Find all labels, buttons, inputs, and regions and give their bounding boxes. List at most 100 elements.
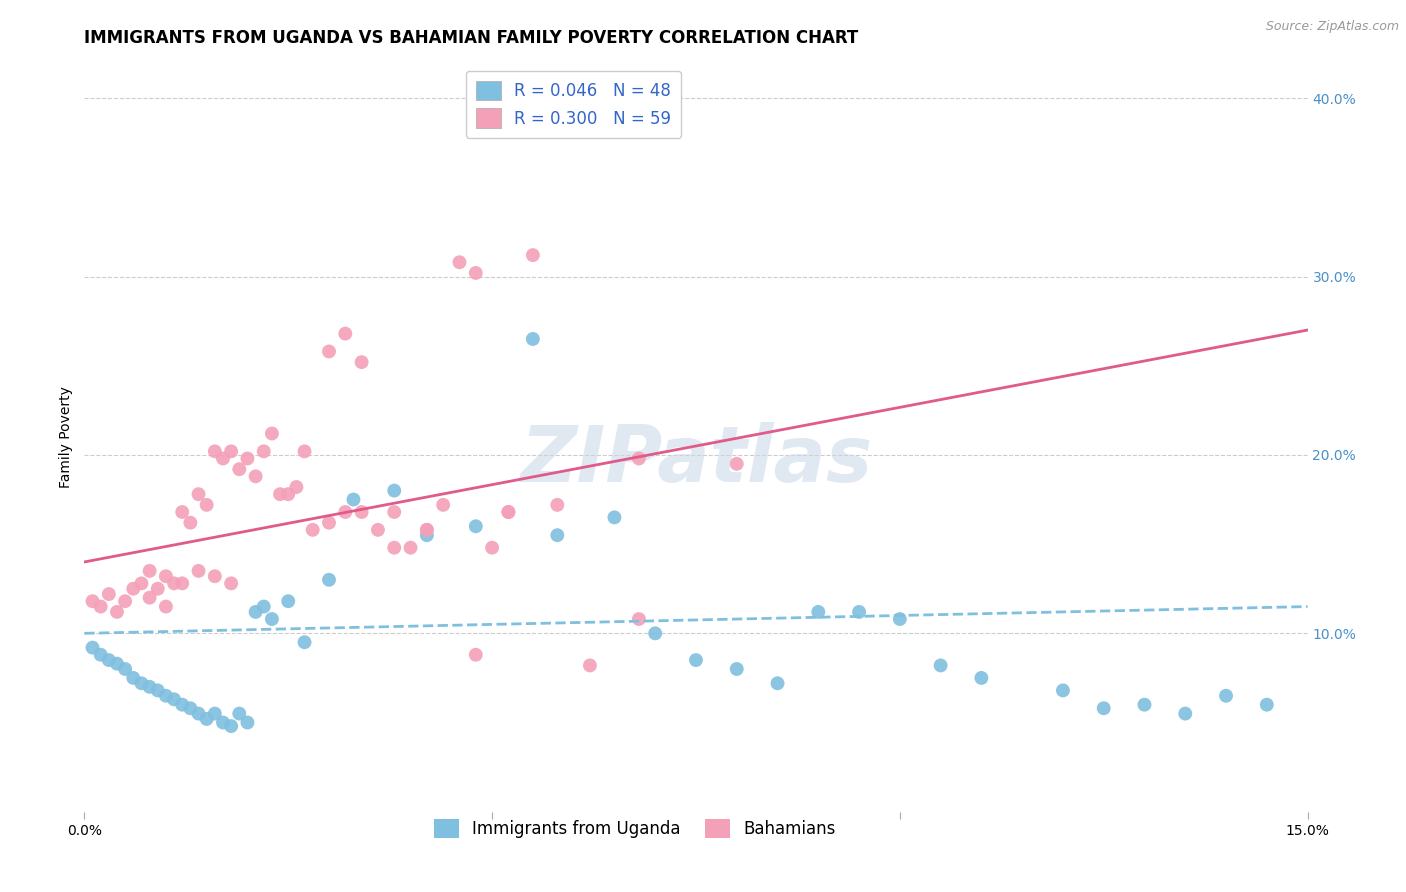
Point bbox=[131, 576, 153, 591]
Point bbox=[114, 594, 136, 608]
Point bbox=[195, 498, 218, 512]
Text: ZIPatlas: ZIPatlas bbox=[520, 422, 872, 498]
Point bbox=[187, 487, 209, 501]
Text: Source: ZipAtlas.com: Source: ZipAtlas.com bbox=[1265, 20, 1399, 33]
Point bbox=[725, 457, 748, 471]
Point bbox=[766, 676, 789, 690]
Point bbox=[122, 671, 145, 685]
Point bbox=[204, 444, 226, 458]
Point bbox=[685, 653, 707, 667]
Point bbox=[970, 671, 993, 685]
Point bbox=[644, 626, 666, 640]
Point bbox=[627, 612, 650, 626]
Point bbox=[449, 255, 471, 269]
Point bbox=[627, 451, 650, 466]
Y-axis label: Family Poverty: Family Poverty bbox=[59, 386, 73, 488]
Point bbox=[212, 715, 235, 730]
Point bbox=[1256, 698, 1278, 712]
Point bbox=[187, 564, 209, 578]
Point bbox=[219, 719, 242, 733]
Point bbox=[204, 706, 226, 721]
Point bbox=[350, 355, 373, 369]
Point bbox=[301, 523, 323, 537]
Point bbox=[546, 528, 568, 542]
Point bbox=[546, 498, 568, 512]
Point bbox=[155, 569, 177, 583]
Point bbox=[179, 516, 201, 530]
Point bbox=[416, 528, 439, 542]
Point bbox=[105, 605, 128, 619]
Point bbox=[318, 573, 340, 587]
Point bbox=[481, 541, 503, 555]
Point bbox=[382, 541, 405, 555]
Point bbox=[97, 587, 120, 601]
Point bbox=[138, 591, 160, 605]
Point bbox=[498, 505, 520, 519]
Point bbox=[195, 712, 218, 726]
Point bbox=[807, 605, 830, 619]
Point bbox=[245, 469, 267, 483]
Point bbox=[212, 451, 235, 466]
Point bbox=[253, 599, 276, 614]
Point bbox=[579, 658, 602, 673]
Legend: Immigrants from Uganda, Bahamians: Immigrants from Uganda, Bahamians bbox=[427, 812, 842, 845]
Point bbox=[97, 653, 120, 667]
Point bbox=[318, 344, 340, 359]
Point bbox=[522, 332, 544, 346]
Point bbox=[1052, 683, 1074, 698]
Point bbox=[399, 541, 422, 555]
Point bbox=[294, 635, 316, 649]
Point bbox=[1133, 698, 1156, 712]
Point bbox=[464, 266, 486, 280]
Point bbox=[228, 706, 250, 721]
Point bbox=[367, 523, 389, 537]
Point bbox=[228, 462, 250, 476]
Point bbox=[432, 498, 454, 512]
Point bbox=[245, 605, 267, 619]
Point bbox=[889, 612, 911, 626]
Point bbox=[382, 483, 405, 498]
Point bbox=[929, 658, 952, 673]
Point bbox=[82, 640, 104, 655]
Point bbox=[277, 594, 299, 608]
Point bbox=[146, 582, 169, 596]
Point bbox=[114, 662, 136, 676]
Point bbox=[1215, 689, 1237, 703]
Point bbox=[848, 605, 870, 619]
Point bbox=[1174, 706, 1197, 721]
Point bbox=[172, 698, 194, 712]
Point bbox=[131, 676, 153, 690]
Point bbox=[1092, 701, 1115, 715]
Point bbox=[294, 444, 316, 458]
Point bbox=[90, 648, 112, 662]
Point bbox=[350, 505, 373, 519]
Point bbox=[172, 505, 194, 519]
Point bbox=[155, 689, 177, 703]
Point bbox=[172, 576, 194, 591]
Point bbox=[236, 451, 259, 466]
Point bbox=[522, 248, 544, 262]
Point bbox=[335, 505, 357, 519]
Point bbox=[219, 576, 242, 591]
Point bbox=[725, 662, 748, 676]
Point bbox=[204, 569, 226, 583]
Point bbox=[90, 599, 112, 614]
Point bbox=[285, 480, 308, 494]
Point bbox=[260, 426, 283, 441]
Point bbox=[464, 648, 486, 662]
Point bbox=[82, 594, 104, 608]
Point bbox=[122, 582, 145, 596]
Point bbox=[105, 657, 128, 671]
Point bbox=[163, 692, 186, 706]
Point bbox=[416, 523, 439, 537]
Text: IMMIGRANTS FROM UGANDA VS BAHAMIAN FAMILY POVERTY CORRELATION CHART: IMMIGRANTS FROM UGANDA VS BAHAMIAN FAMIL… bbox=[84, 29, 859, 47]
Point bbox=[318, 516, 340, 530]
Point bbox=[603, 510, 626, 524]
Point bbox=[269, 487, 291, 501]
Point bbox=[138, 680, 160, 694]
Point bbox=[335, 326, 357, 341]
Point bbox=[219, 444, 242, 458]
Point bbox=[464, 519, 486, 533]
Point bbox=[236, 715, 259, 730]
Point bbox=[155, 599, 177, 614]
